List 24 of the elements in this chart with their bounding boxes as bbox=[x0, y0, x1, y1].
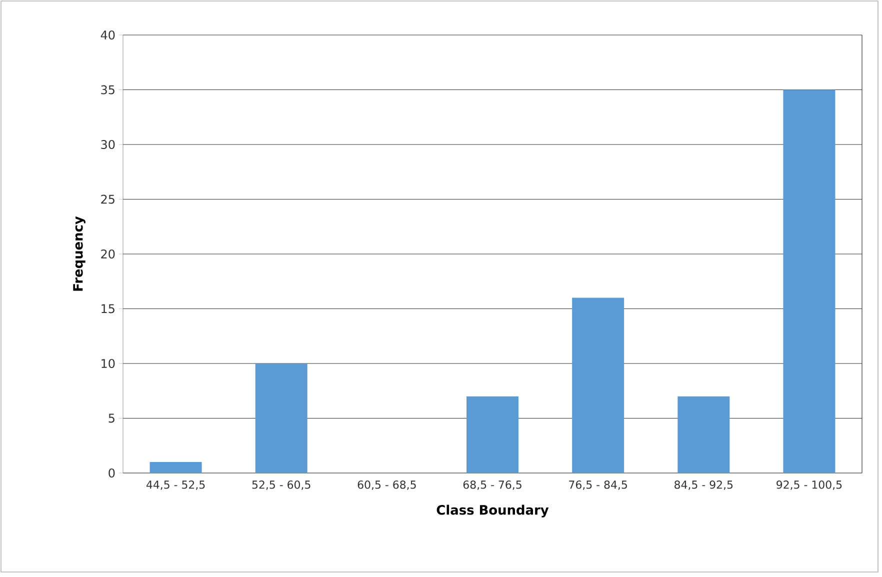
y-tick-label: 15 bbox=[102, 304, 114, 314]
bar bbox=[466, 396, 519, 473]
x-tick-label: 60,5 - 68,5 bbox=[358, 480, 416, 490]
y-tick-label: 40 bbox=[100, 30, 115, 40]
y-axis-title: Frequency bbox=[73, 216, 86, 291]
y-tick-label: 30 bbox=[101, 140, 115, 150]
bar bbox=[783, 90, 836, 473]
y-tick-label: 35 bbox=[101, 85, 114, 94]
x-tick-label: 44,5 - 52,5 bbox=[146, 480, 205, 490]
bar bbox=[150, 462, 202, 473]
x-tick-label: 92,5 - 100,5 bbox=[776, 480, 842, 490]
bar bbox=[678, 396, 730, 473]
x-tick-label: 68,5 - 76,5 bbox=[463, 480, 522, 490]
x-tick-label: 76,5 - 84,5 bbox=[569, 480, 627, 490]
bar bbox=[255, 363, 308, 473]
y-tick-label: 20 bbox=[101, 249, 115, 259]
y-tick-label: 0 bbox=[108, 468, 115, 478]
y-tick-label: 5 bbox=[108, 414, 114, 423]
y-tick-label: 10 bbox=[102, 358, 115, 368]
x-axis-title: Class Boundary bbox=[436, 504, 549, 518]
bar bbox=[572, 298, 624, 473]
y-tick-label: 25 bbox=[101, 194, 114, 204]
x-tick-label: 84,5 - 92,5 bbox=[674, 480, 733, 490]
x-tick-label: 52,5 - 60,5 bbox=[252, 480, 310, 490]
